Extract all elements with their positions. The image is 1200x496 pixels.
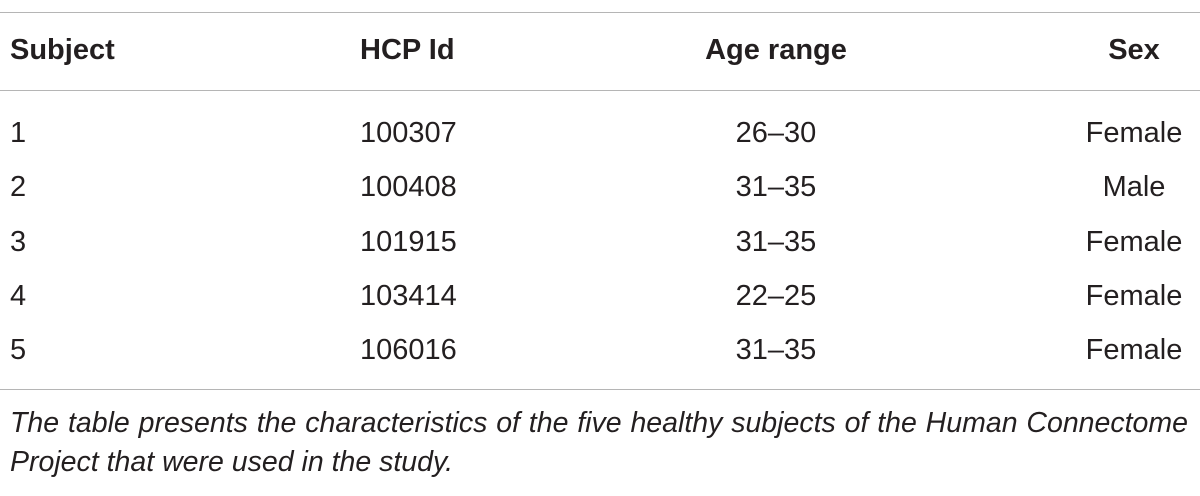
header-cell: Sex — [1108, 34, 1160, 66]
header-rule — [0, 90, 1200, 91]
bottom-rule — [0, 389, 1200, 390]
caption: The table presents the characteristics o… — [10, 407, 1188, 478]
table-cell: 2 — [10, 171, 27, 204]
table-cell: 100307 — [360, 117, 457, 149]
table-cell: 101915 — [360, 225, 457, 258]
table-cell: 31–35 — [735, 334, 817, 367]
table-cell: Female — [1085, 334, 1183, 367]
table-cell: 106016 — [360, 334, 457, 367]
table-cell: 26–30 — [735, 117, 817, 149]
table-cell: 31–35 — [735, 171, 817, 204]
table-cell: 22–25 — [735, 279, 817, 312]
header-cell: HCP Id — [360, 34, 455, 66]
table-cell: Female — [1085, 117, 1183, 149]
header-cell: Subject — [10, 34, 115, 66]
table-cell: 100408 — [360, 171, 457, 204]
table-cell: Male — [1102, 171, 1166, 204]
table-cell: 4 — [10, 279, 27, 312]
top-rule — [0, 12, 1200, 13]
table-cell: 1 — [10, 117, 27, 149]
table-cell: 3 — [10, 225, 27, 258]
header-cell: Age range — [705, 34, 847, 66]
table-cell: 31–35 — [735, 225, 817, 258]
table-cell: 103414 — [360, 279, 457, 312]
table-cell: 5 — [10, 334, 27, 367]
table-cell: Female — [1085, 225, 1183, 258]
table-cell: Female — [1085, 279, 1183, 312]
